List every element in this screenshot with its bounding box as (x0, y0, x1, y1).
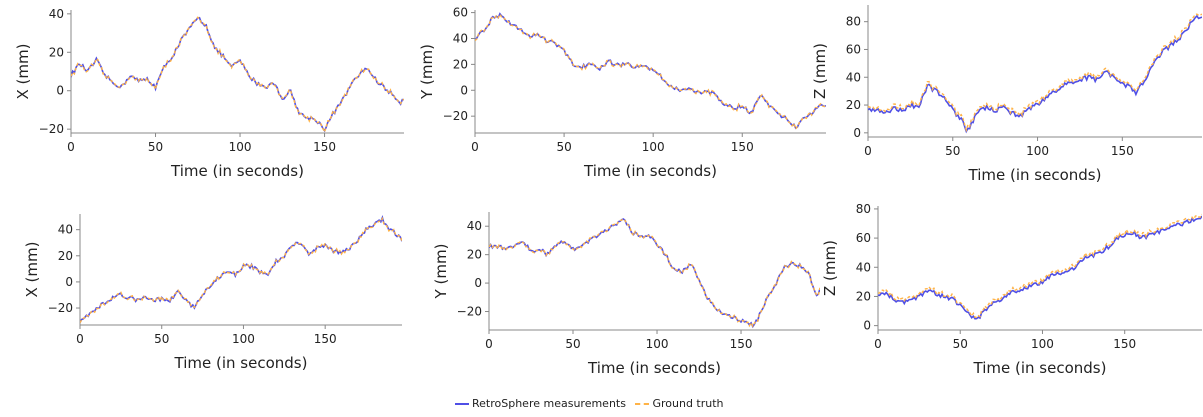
x-tick-label: 150 (731, 140, 754, 154)
y-tick-label: 40 (467, 219, 482, 233)
x-tick-label: 0 (874, 337, 882, 351)
chart-panel-r2c3: 0 20 40 60 80 0 50 100 150 Time (in seconds) Z (mm… (821, 202, 1202, 377)
legend-item-truth: Ground truth (635, 397, 724, 410)
series-line-measured (71, 16, 404, 133)
x-axis-label: Time (in seconds) (174, 354, 308, 372)
x-tick-label: 50 (565, 337, 580, 351)
y-axis-label: Z (mm) (821, 240, 839, 296)
x-tick-label: 50 (148, 140, 163, 154)
y-tick-label: 20 (453, 57, 468, 71)
y-axis-label: Y (mm) (418, 44, 436, 100)
x-tick-label: 150 (730, 337, 753, 351)
legend-label-truth: Ground truth (652, 397, 724, 410)
x-tick-label: 50 (154, 332, 169, 346)
x-tick-label: 150 (314, 332, 337, 346)
x-tick-label: 50 (953, 337, 968, 351)
series-line-truth (868, 13, 1202, 133)
series-line-truth (80, 216, 402, 324)
legend-swatch-measured (455, 403, 469, 405)
y-tick-label: 0 (853, 126, 861, 140)
series-line-measured (878, 215, 1202, 320)
x-axis-label: Time (in seconds) (583, 162, 717, 180)
series-line-truth (71, 16, 404, 134)
x-tick-label: 50 (556, 140, 571, 154)
x-axis-label: Time (in seconds) (973, 359, 1107, 377)
x-tick-label: 150 (1113, 337, 1136, 351)
y-tick-label: 20 (49, 45, 64, 59)
legend-item-measured: RetroSphere measurements (455, 397, 626, 410)
x-tick-label: 0 (471, 140, 479, 154)
y-axis-label: Z (mm) (811, 43, 829, 99)
x-tick-label: 100 (1031, 337, 1054, 351)
y-tick-label: 20 (58, 249, 73, 263)
legend: RetroSphere measurements Ground truth (455, 397, 730, 410)
x-axis-label: Time (in seconds) (170, 162, 304, 180)
y-tick-label: 80 (856, 202, 871, 216)
y-tick-label: −20 (39, 122, 64, 136)
x-tick-label: 100 (646, 337, 669, 351)
x-axis-label: Time (in seconds) (587, 359, 721, 377)
chart-panel-r1c3: 0 20 40 60 80 0 50 100 150 Time (in seconds) Z (mm… (811, 5, 1202, 184)
series-line-measured (868, 14, 1202, 134)
y-tick-label: 20 (856, 289, 871, 303)
x-tick-label: 0 (864, 144, 872, 158)
series-line-truth (878, 213, 1202, 319)
y-tick-label: 60 (846, 42, 861, 56)
y-tick-label: 0 (65, 275, 73, 289)
y-tick-label: −20 (457, 305, 482, 319)
x-tick-label: 100 (229, 140, 252, 154)
x-tick-label: 0 (76, 332, 84, 346)
chart-panel-r2c2: −20 0 20 40 0 50 100 150 Time (in seconds) Y (mm) (432, 212, 820, 377)
y-tick-label: 40 (846, 70, 861, 84)
y-tick-label: 80 (846, 15, 861, 29)
y-axis-label: Y (mm) (432, 244, 450, 300)
y-tick-label: 60 (453, 6, 468, 20)
y-tick-label: 40 (856, 260, 871, 274)
x-axis-label: Time (in seconds) (968, 166, 1102, 184)
y-tick-label: −20 (48, 301, 73, 315)
series-line-measured (489, 218, 820, 329)
x-tick-label: 50 (945, 144, 960, 158)
legend-swatch-truth (635, 403, 650, 405)
y-tick-label: 60 (856, 231, 871, 245)
y-tick-label: 20 (467, 248, 482, 262)
y-tick-label: 0 (56, 84, 64, 98)
x-tick-label: 150 (313, 140, 336, 154)
series-line-measured (475, 12, 826, 130)
y-axis-label: X (mm) (14, 44, 32, 100)
chart-panel-r1c2: −20 0 20 40 60 0 50 100 150 Time (in seconds) Y (m… (418, 6, 826, 180)
y-tick-label: 40 (49, 7, 64, 21)
y-tick-label: 40 (58, 223, 73, 237)
y-tick-label: 0 (863, 319, 871, 333)
series-line-truth (475, 12, 826, 131)
chart-panel-r2c1: −20 0 20 40 0 50 100 150 Time (in seconds) X (mm) (23, 214, 402, 372)
y-tick-label: 0 (474, 276, 482, 290)
x-tick-label: 100 (642, 140, 665, 154)
y-axis-label: X (mm) (23, 242, 41, 298)
x-tick-label: 100 (232, 332, 255, 346)
legend-label-measured: RetroSphere measurements (472, 397, 626, 410)
x-tick-label: 150 (1111, 144, 1134, 158)
y-tick-label: −20 (443, 109, 468, 123)
x-tick-label: 0 (485, 337, 493, 351)
x-tick-label: 0 (67, 140, 75, 154)
series-line-truth (489, 218, 820, 328)
y-tick-label: 40 (453, 31, 468, 45)
y-tick-label: 0 (460, 83, 468, 97)
x-tick-label: 100 (1026, 144, 1049, 158)
y-tick-label: 20 (846, 98, 861, 112)
